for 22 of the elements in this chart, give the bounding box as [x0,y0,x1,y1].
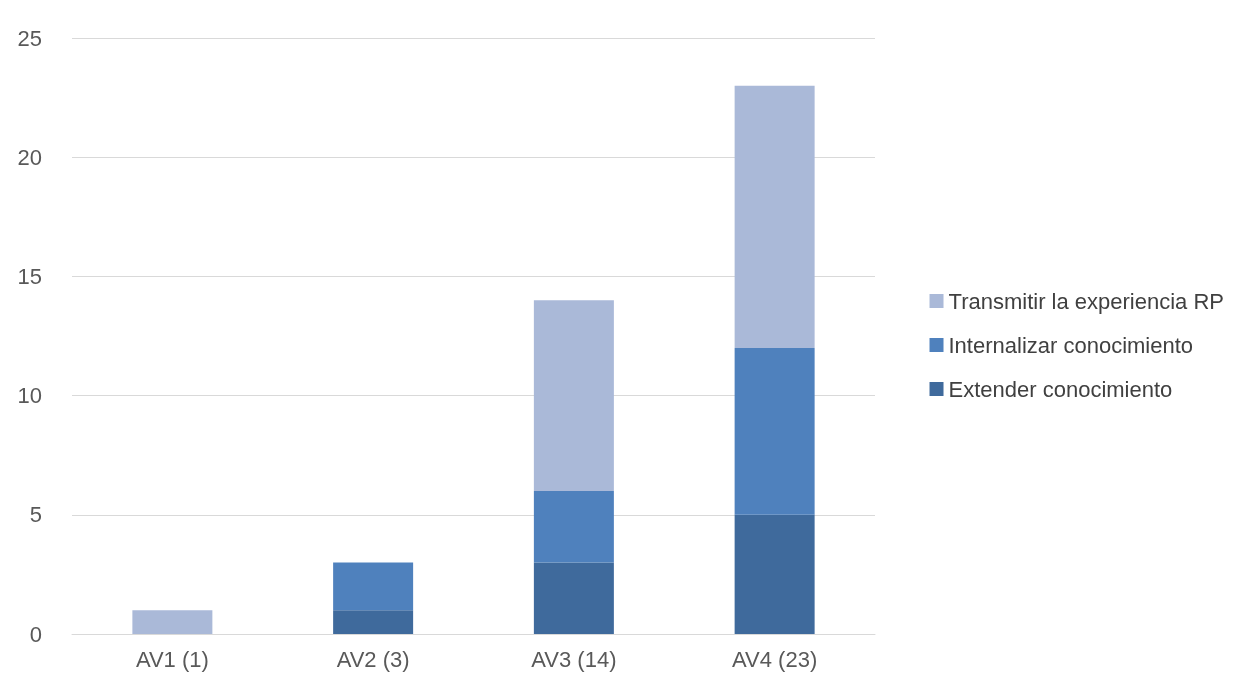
x-tick-label: AV1 (1) [135,646,209,672]
legend-label: Internalizar conocimiento [948,332,1194,358]
bar [734,85,815,348]
bar [132,610,213,634]
y-tick-label: 25 [17,25,42,51]
legend-label: Transmitir la experiencia RP [948,288,1225,314]
y-tick-label: 20 [17,144,42,170]
x-tick-label: AV2 (3) [336,646,410,672]
y-tick-label: 10 [17,383,42,409]
bar [533,300,614,491]
legend-label: Extender conocimiento [948,376,1173,402]
bar [533,490,614,563]
x-tick-label: AV4 (23) [732,646,818,672]
x-tick-label: AV3 (14) [531,646,617,672]
y-tick-label: 5 [29,502,42,528]
bar [333,562,414,611]
y-tick-label: 15 [17,263,42,289]
y-tick-label: 0 [29,621,42,647]
bar [734,347,815,515]
bar [333,610,414,634]
bar [734,514,815,634]
bar [533,562,614,634]
